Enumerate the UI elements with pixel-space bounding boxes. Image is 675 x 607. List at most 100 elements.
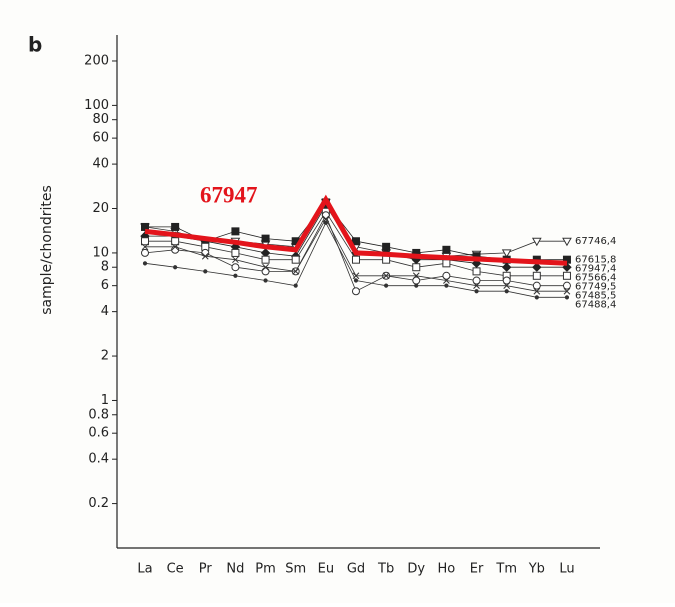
marker xyxy=(443,277,450,284)
y-tick-label: 60 xyxy=(92,131,109,146)
marker xyxy=(562,237,572,247)
marker xyxy=(351,255,360,264)
y-tick-label: 0.6 xyxy=(88,426,109,441)
x-tick-label: La xyxy=(137,562,152,577)
marker xyxy=(231,227,240,236)
marker xyxy=(262,263,269,271)
marker xyxy=(382,255,391,264)
marker xyxy=(171,237,180,246)
x-tick-label: Tm xyxy=(495,562,517,577)
marker xyxy=(232,256,239,264)
marker xyxy=(531,237,542,247)
marker xyxy=(141,237,149,246)
marker xyxy=(474,289,479,294)
marker xyxy=(532,271,541,280)
marker xyxy=(442,245,451,254)
marker xyxy=(141,243,149,251)
marker xyxy=(351,237,360,246)
y-tick-label: 4 xyxy=(101,304,109,319)
legend-label: 67485,5 xyxy=(575,291,616,302)
y-tick-label: 40 xyxy=(92,157,109,172)
marker xyxy=(534,295,539,300)
panel-label: b xyxy=(28,33,42,57)
marker xyxy=(293,283,298,288)
x-tick-label: Lu xyxy=(559,562,574,577)
marker xyxy=(142,261,148,266)
x-tick-label: Er xyxy=(470,562,484,577)
marker xyxy=(292,268,300,275)
marker xyxy=(261,255,270,264)
y-tick-label: 8 xyxy=(101,260,109,275)
marker xyxy=(291,255,300,264)
marker xyxy=(442,271,451,280)
highlight-line xyxy=(144,194,568,266)
marker xyxy=(503,282,511,290)
marker xyxy=(141,248,149,257)
marker xyxy=(412,263,421,272)
x-tick-label: Dy xyxy=(407,562,425,577)
marker xyxy=(261,234,270,243)
marker xyxy=(384,283,389,288)
marker xyxy=(442,259,451,268)
x-tick-label: Yb xyxy=(528,562,545,577)
marker xyxy=(564,295,570,300)
x-tick-label: Pr xyxy=(199,562,213,577)
marker xyxy=(532,281,541,290)
y-tick-label: 0.2 xyxy=(88,496,109,511)
marker xyxy=(201,252,209,260)
marker xyxy=(351,287,360,296)
marker xyxy=(141,222,149,231)
y-tick-label: 200 xyxy=(84,53,109,68)
legend-label: 67488,4 xyxy=(575,300,616,311)
marker xyxy=(412,272,420,280)
x-tick-label: Eu xyxy=(318,562,334,577)
y-axis-label: sample/chondrites xyxy=(39,185,55,315)
marker xyxy=(382,272,390,280)
y-tick-label: 6 xyxy=(101,278,109,293)
marker xyxy=(504,289,509,294)
marker xyxy=(533,287,541,295)
x-tick-label: Nd xyxy=(226,562,244,577)
marker xyxy=(171,243,179,251)
marker xyxy=(444,283,449,288)
marker xyxy=(231,248,240,257)
marker xyxy=(261,267,270,276)
marker xyxy=(233,273,238,278)
y-tick-label: 0.4 xyxy=(88,452,109,467)
marker xyxy=(323,220,328,225)
marker xyxy=(502,276,511,285)
marker xyxy=(171,222,180,231)
marker xyxy=(231,263,240,272)
marker xyxy=(321,211,330,220)
marker xyxy=(562,281,571,290)
legend-label: 67746,4 xyxy=(575,236,616,247)
marker xyxy=(562,271,571,280)
marker xyxy=(203,269,208,274)
marker xyxy=(173,265,178,270)
y-tick-label: 10 xyxy=(92,245,109,260)
y-tick-label: 2 xyxy=(101,349,109,364)
x-tick-label: Tb xyxy=(377,562,394,577)
y-tick-label: 0.8 xyxy=(88,407,109,422)
x-tick-label: Ce xyxy=(167,562,184,577)
legend-label: 67615,8 xyxy=(575,255,616,266)
marker xyxy=(472,267,481,276)
marker xyxy=(352,272,360,280)
legend-label: 67947,4 xyxy=(575,264,616,275)
x-tick-label: Sm xyxy=(285,562,306,577)
marker xyxy=(472,276,481,285)
marker xyxy=(563,287,571,295)
marker xyxy=(501,249,512,258)
legend-label: 67566,4 xyxy=(575,273,616,284)
marker xyxy=(414,283,419,288)
legend-label: 67749,5 xyxy=(575,282,616,293)
x-tick-label: Ho xyxy=(438,562,456,577)
marker xyxy=(532,262,542,272)
x-tick-label: Pm xyxy=(255,562,276,577)
y-tick-label: 1 xyxy=(101,393,109,408)
marker xyxy=(353,278,359,283)
highlight-label: 67947 xyxy=(200,182,258,207)
y-tick-label: 20 xyxy=(92,201,109,216)
